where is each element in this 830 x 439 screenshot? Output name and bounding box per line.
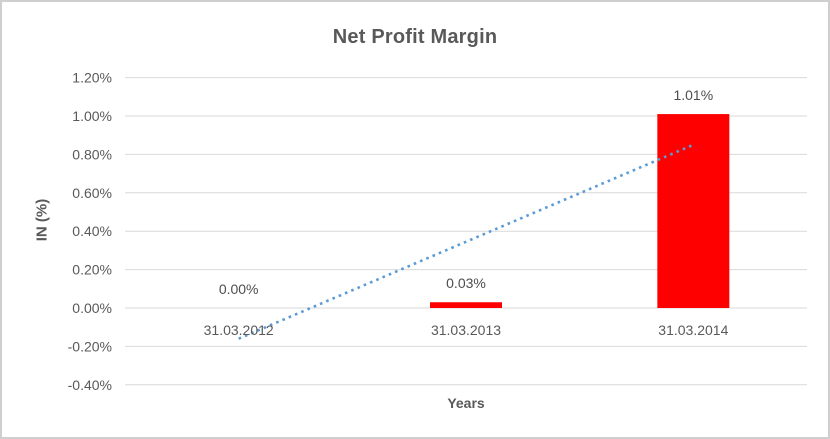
y-tick-label: 0.40% (72, 223, 112, 239)
y-tick-label: 1.00% (72, 108, 112, 124)
y-tick-label: 0.20% (72, 262, 112, 278)
y-tick-label: 0.60% (72, 185, 112, 201)
category-label: 31.03.2014 (658, 322, 728, 338)
x-axis-title: Years (447, 395, 485, 411)
bar (657, 114, 730, 308)
chart-title: Net Profit Margin (332, 26, 498, 48)
bar (430, 302, 502, 308)
y-tick-label: -0.20% (68, 338, 112, 354)
y-tick-label: 0.80% (72, 146, 112, 162)
y-tick-label: 1.20% (72, 70, 112, 86)
data-label: 0.00% (219, 281, 259, 297)
category-label: 31.03.2013 (431, 322, 501, 338)
y-tick-label: 0.00% (72, 300, 112, 316)
data-label: 0.03% (446, 275, 486, 291)
data-label: 1.01% (673, 87, 713, 103)
category-label: 31.03.2012 (204, 322, 274, 338)
y-tick-label: -0.40% (68, 377, 112, 393)
trendline (238, 143, 694, 340)
